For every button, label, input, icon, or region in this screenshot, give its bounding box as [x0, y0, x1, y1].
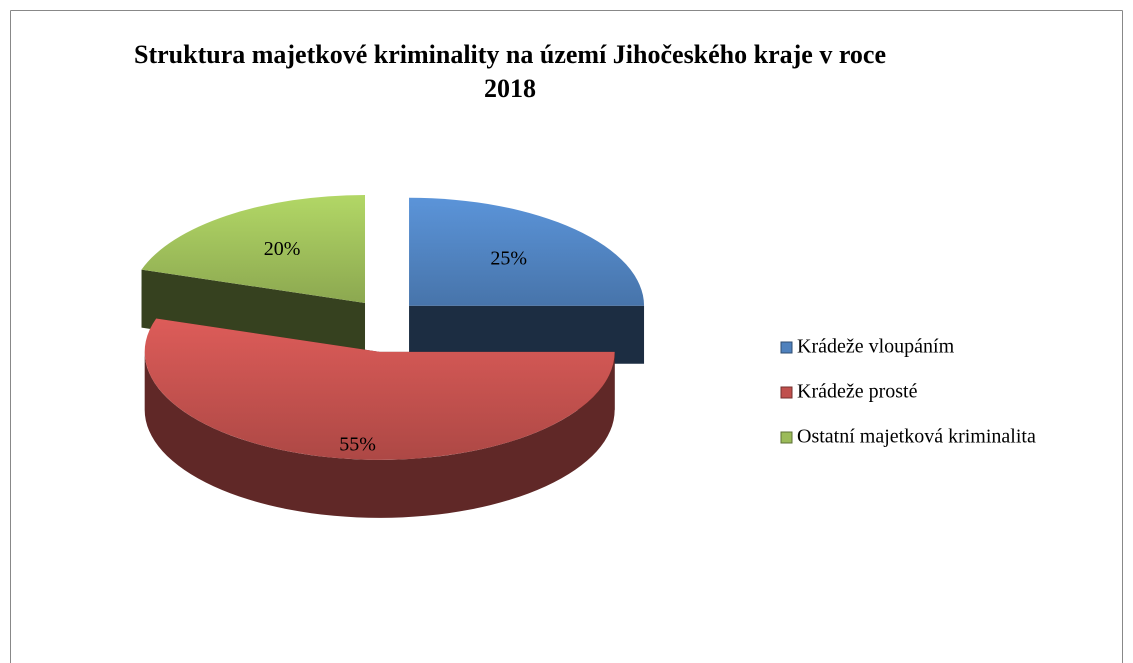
data-label: 55% — [339, 433, 376, 455]
data-label: 25% — [490, 248, 527, 270]
data-label: 20% — [264, 238, 301, 260]
slice-wall — [144, 351, 615, 518]
chart-title: Struktura majetkové kriminality na území… — [134, 40, 886, 103]
slice-side — [141, 269, 366, 361]
pie-slice — [409, 197, 645, 364]
slice-side — [409, 305, 645, 364]
slice-top — [144, 318, 615, 460]
slice-top — [141, 194, 366, 303]
legend-swatch — [780, 431, 793, 444]
legend-label: Krádeže vloupáním — [797, 336, 955, 358]
pie-slice — [141, 194, 366, 361]
legend-label: Krádeže prosté — [797, 381, 918, 403]
legend-label: Ostatní majetková kriminalita — [797, 426, 1036, 448]
legend-swatch — [780, 341, 793, 354]
slice-top — [409, 197, 645, 306]
pie-slice — [144, 318, 615, 518]
legend-swatch — [780, 386, 793, 399]
